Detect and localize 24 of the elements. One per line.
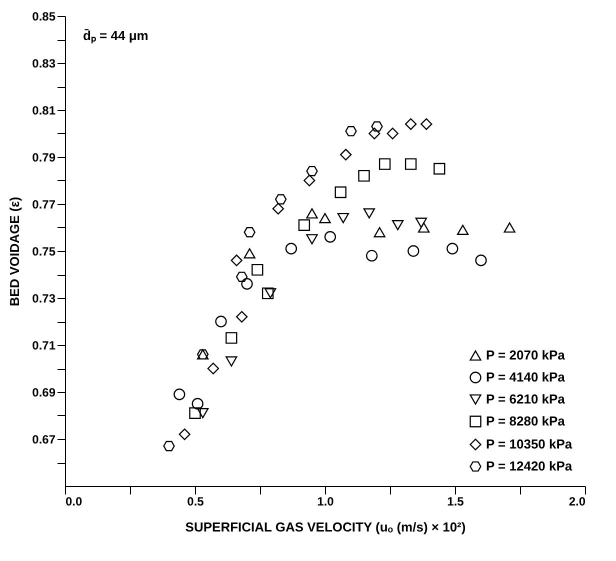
legend-label: P = 2070 kPa (486, 348, 566, 362)
y-tick-label: 0.85 (32, 10, 56, 24)
x-tick-label: 0.5 (187, 494, 204, 508)
y-axis-title: BED VOIDAGE (ε) (7, 196, 22, 306)
legend-label: P = 12420 kPa (486, 458, 573, 474)
y-tick-label: 0.77 (32, 198, 56, 212)
y-tick-label: 0.81 (32, 104, 56, 118)
x-tick-label: 2.0 (568, 494, 586, 508)
x-tick-label: 1.5 (447, 494, 464, 508)
legend-label: P = 10350 kPa (486, 436, 573, 452)
x-axis-title: SUPERFICIAL GAS VELOCITY (uₒ (m/s) × 10²) (185, 520, 466, 534)
legend-label: P = 6210 kPa (486, 392, 566, 406)
y-tick-label: 0.71 (32, 338, 56, 352)
x-tick-label: 1.0 (317, 494, 334, 508)
y-tick-label: 0.79 (32, 150, 56, 164)
y-tick-label: 0.69 (32, 386, 56, 400)
y-tick-label: 0.67 (32, 432, 56, 446)
legend-label: P = 8280 kPa (486, 414, 566, 428)
legend-label: P = 4140 kPa (486, 370, 566, 384)
y-tick-label: 0.75 (32, 244, 56, 258)
x-tick-label: 0.0 (66, 494, 83, 508)
annotation: d̄ₚ = 44 μm (83, 28, 148, 44)
y-tick-label: 0.73 (32, 292, 56, 306)
y-tick-label: 0.83 (32, 56, 56, 70)
